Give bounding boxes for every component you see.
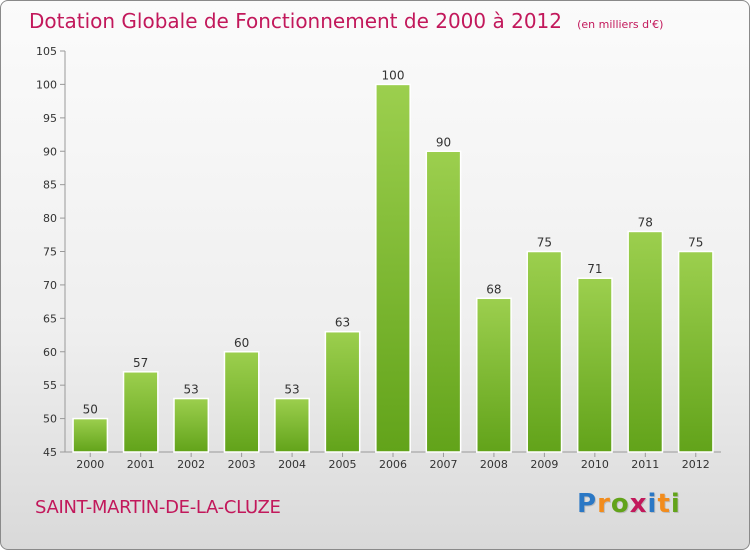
logo-letter: o <box>610 489 630 519</box>
data-label: 78 <box>638 215 653 229</box>
y-tick-label: 55 <box>43 379 57 392</box>
y-tick-label: 65 <box>43 312 57 325</box>
data-label: 75 <box>688 236 703 250</box>
chart-title: Dotation Globale de Fonctionnement de 20… <box>29 9 562 33</box>
y-tick-label: 100 <box>36 78 57 91</box>
data-labels: 50 57 53 60 53 63 100 90 68 75 71 78 75 <box>83 68 704 416</box>
x-tick-label: 2005 <box>329 458 357 471</box>
data-label: 63 <box>335 316 350 330</box>
data-label: 60 <box>234 336 249 350</box>
commune-name: SAINT-MARTIN-DE-LA-CLUZE <box>35 497 281 518</box>
logo-letter: i <box>647 489 658 519</box>
data-label: 53 <box>284 383 299 397</box>
y-tick-label: 95 <box>43 112 57 125</box>
data-label: 90 <box>436 135 451 149</box>
bar <box>476 297 512 453</box>
x-axis: 2000 2001 2002 2003 2004 2005 2006 2007 2008 2009… <box>65 451 721 471</box>
proxiti-logo: Proxiti <box>577 489 681 519</box>
logo-letter: t <box>657 489 671 519</box>
logo-letter: x <box>629 489 648 519</box>
data-label: 75 <box>537 236 552 250</box>
x-tick-label: 2009 <box>530 458 558 471</box>
bar <box>375 83 411 453</box>
chart-subtitle: (en milliers d'€) <box>577 18 664 31</box>
y-tick-label: 75 <box>43 246 57 259</box>
logo-letter: P <box>577 489 598 519</box>
bar <box>274 397 310 453</box>
y-tick-label: 85 <box>43 179 57 192</box>
x-tick-label: 2012 <box>682 458 710 471</box>
x-tick-label: 2008 <box>480 458 508 471</box>
x-tick-label: 2004 <box>278 458 306 471</box>
data-label: 68 <box>486 282 501 296</box>
x-tick-label: 2002 <box>177 458 205 471</box>
y-tick-label: 70 <box>43 279 57 292</box>
x-tick-label: 2007 <box>429 458 457 471</box>
logo-letter: r <box>597 489 611 519</box>
data-label: 57 <box>133 356 148 370</box>
bar <box>526 250 563 453</box>
data-label: 100 <box>382 68 405 82</box>
y-tick-label: 80 <box>43 212 57 225</box>
y-tick-label: 105 <box>36 45 57 58</box>
bar <box>677 250 714 453</box>
x-tick-label: 2010 <box>581 458 609 471</box>
x-tick-label: 2000 <box>76 458 104 471</box>
y-tick-label: 60 <box>43 346 57 359</box>
x-tick-label: 2003 <box>228 458 256 471</box>
y-tick-label: 50 <box>43 413 57 426</box>
bar <box>576 277 613 453</box>
bar <box>425 150 462 453</box>
bar <box>122 371 159 453</box>
data-label: 53 <box>184 383 199 397</box>
logo-letter: i <box>670 489 681 519</box>
y-tick-label: 45 <box>43 446 57 459</box>
bars <box>72 83 714 453</box>
x-tick-label: 2001 <box>127 458 155 471</box>
y-tick-label: 90 <box>43 145 57 158</box>
bar <box>223 351 260 453</box>
bar <box>72 417 109 453</box>
title-row: Dotation Globale de Fonctionnement de 20… <box>29 9 663 33</box>
data-label: 50 <box>83 403 98 417</box>
bar <box>627 230 664 453</box>
x-tick-label: 2011 <box>631 458 659 471</box>
data-label: 71 <box>587 262 602 276</box>
y-axis: 45 50 55 60 65 70 75 80 85 90 95 100 105 <box>36 45 66 459</box>
bar <box>324 330 361 453</box>
bar <box>173 397 210 453</box>
x-tick-label: 2006 <box>379 458 407 471</box>
